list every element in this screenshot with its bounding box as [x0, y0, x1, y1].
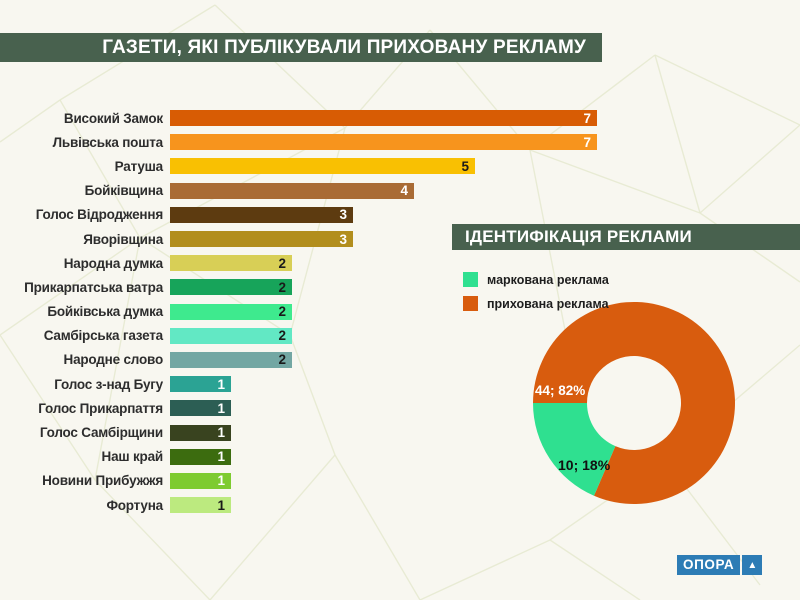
category-label: Яворівщина: [83, 231, 163, 247]
bar: 2: [170, 279, 292, 296]
opora-triangle-icon: ▲: [742, 555, 763, 575]
bar-row: Прикарпатська ватра 2: [0, 275, 597, 299]
bar-row: Голос Прикарпаття 1: [0, 396, 597, 420]
category-label: Новини Прибужжя: [42, 473, 163, 489]
legend-item: прихована реклама: [463, 296, 609, 311]
section-title-bar: ІДЕНТИФІКАЦІЯ РЕКЛАМИ: [452, 224, 800, 250]
bar: 1: [170, 448, 231, 465]
section-title: ІДЕНТИФІКАЦІЯ РЕКЛАМИ: [465, 227, 692, 246]
bar: 2: [170, 327, 292, 344]
category-label: Високий Замок: [63, 110, 163, 126]
category-label: Львівська пошта: [52, 134, 164, 150]
page-title: ГАЗЕТИ, ЯКІ ПУБЛІКУВАЛИ ПРИХОВАНУ РЕКЛАМ…: [102, 36, 586, 58]
legend-swatch-icon: [463, 272, 478, 287]
category-label: Бойківська думка: [47, 304, 163, 320]
opora-logo-text: ОПОРА: [677, 555, 741, 575]
bar-row: Яворівщина 3: [0, 227, 597, 251]
bar-row: Бойківська думка 2: [0, 300, 597, 324]
bar-row: Народне слово 2: [0, 348, 597, 372]
bar-row: Львівська пошта 7: [0, 130, 597, 154]
main-title-bar: ГАЗЕТИ, ЯКІ ПУБЛІКУВАЛИ ПРИХОВАНУ РЕКЛАМ…: [0, 33, 602, 62]
category-label: Голос Прикарпаття: [38, 400, 163, 416]
category-label: Народна думка: [63, 255, 163, 271]
opora-logo: ОПОРА ▲: [677, 555, 763, 575]
donut-chart: [533, 301, 735, 504]
bar: 4: [170, 182, 414, 199]
category-label: Голос Відродження: [35, 207, 163, 223]
category-label: Народне слово: [63, 352, 164, 368]
bar: 2: [170, 255, 292, 272]
category-label: Ратуша: [114, 158, 164, 174]
bar-row: Наш край 1: [0, 445, 597, 469]
legend-label: прихована реклама: [487, 296, 609, 311]
category-label: Наш край: [101, 449, 164, 465]
donut-slice: [533, 403, 616, 496]
category-label: Бойківщина: [84, 183, 164, 199]
bar: 5: [170, 158, 475, 175]
bar: 2: [170, 303, 292, 320]
bar-row: Високий Замок 7: [0, 106, 597, 130]
bar: 2: [170, 351, 292, 368]
donut-slice: [533, 301, 735, 504]
bar: 1: [170, 376, 231, 393]
legend-item: маркована реклама: [463, 272, 609, 287]
bar-row: Новини Прибужжя 1: [0, 469, 597, 493]
donut-label-hidden-ads: 44; 82%: [535, 383, 586, 398]
category-label: Самбірська газета: [43, 328, 163, 344]
bar-row: Ратуша 5: [0, 154, 597, 178]
bar: 1: [170, 497, 231, 514]
bar-chart: Високий Замок 7 Львівська пошта 7 Ратуша 5 Бой…: [0, 106, 597, 517]
bar: 3: [170, 206, 353, 223]
legend-swatch-icon: [463, 296, 478, 311]
donut-legend: маркована реклама прихована реклама: [463, 272, 609, 320]
legend-label: маркована реклама: [487, 272, 609, 287]
category-label: Голос з-над Бугу: [54, 376, 163, 392]
bar-row: Самбірська газета 2: [0, 324, 597, 348]
category-label: Фортуна: [106, 497, 163, 513]
bar-row: Бойківщина 4: [0, 179, 597, 203]
bar-row: Голос Самбірщини 1: [0, 420, 597, 444]
bar: 7: [170, 110, 597, 127]
category-label: Голос Самбірщини: [39, 425, 163, 441]
bar: 1: [170, 400, 231, 417]
bar: 7: [170, 134, 597, 151]
bar-row: Голос Відродження 3: [0, 203, 597, 227]
bar-row: Народна думка 2: [0, 251, 597, 275]
bar: 1: [170, 472, 231, 489]
category-label: Прикарпатська ватра: [24, 279, 163, 295]
bar-row: Фортуна 1: [0, 493, 597, 517]
donut-label-marked-ads: 10; 18%: [558, 457, 611, 473]
bar: 1: [170, 424, 231, 441]
bar-row: Голос з-над Бугу 1: [0, 372, 597, 396]
bar: 3: [170, 231, 353, 248]
